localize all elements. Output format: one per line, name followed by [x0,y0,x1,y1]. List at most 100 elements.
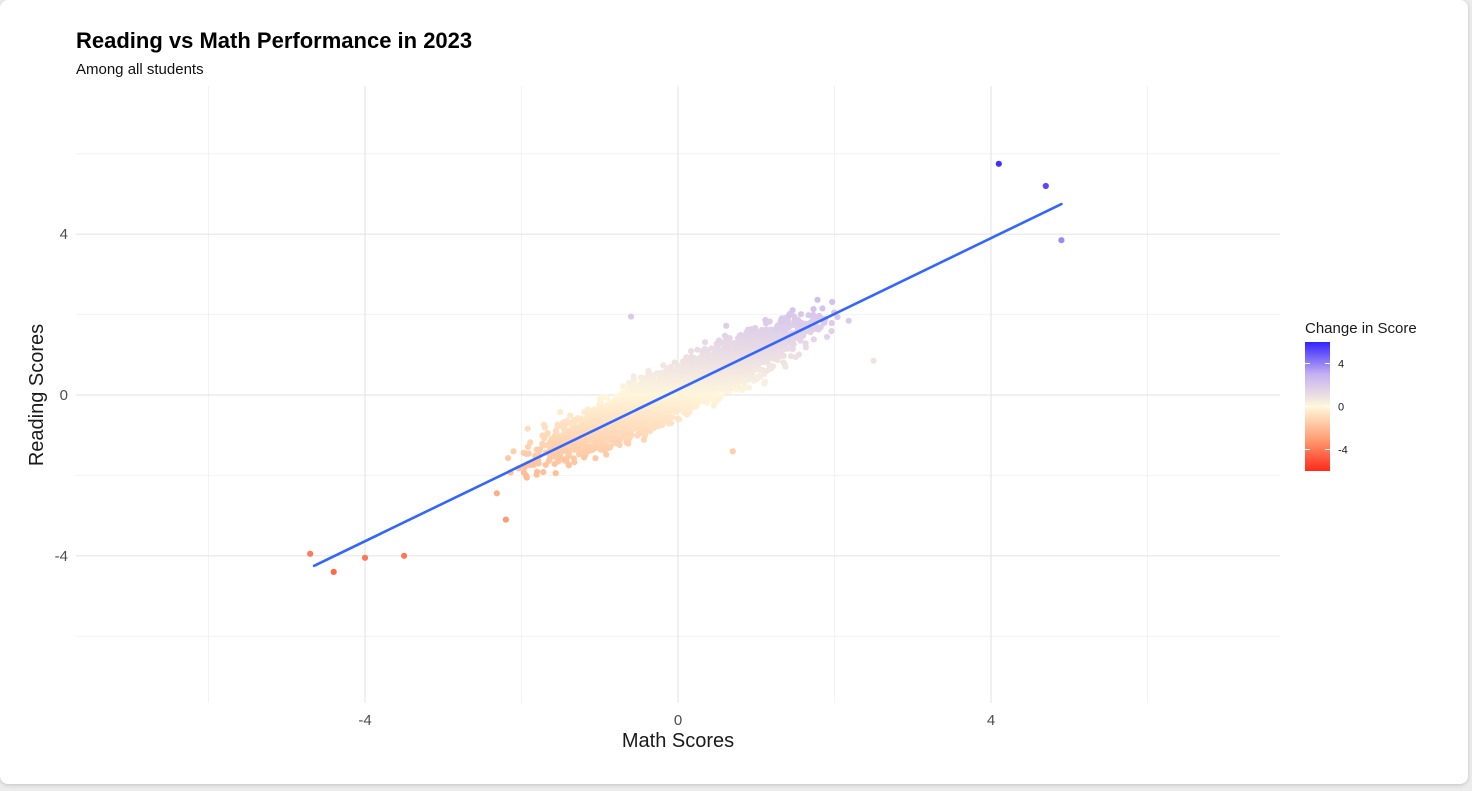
data-point [505,455,512,462]
chart-subtitle: Among all students [76,61,204,78]
legend-tick-label: -4 [1338,445,1348,457]
data-point [631,381,638,388]
data-point [814,296,821,303]
data-point [637,374,645,381]
data-point [723,322,730,329]
data-point [523,474,530,481]
data-point [645,367,652,374]
data-point [557,409,564,416]
data-point [571,459,578,466]
chart-title: Reading vs Math Performance in 2023 [76,28,473,53]
data-point [740,385,748,392]
data-point [616,441,623,449]
y-tick-label: -4 [55,548,68,565]
data-point [541,435,548,442]
data-point [627,313,635,320]
data-point [673,409,680,416]
data-point [710,402,717,409]
x-tick-label: 4 [987,712,995,729]
x-axis-title: Math Scores [622,730,734,752]
data-point [533,471,540,478]
data-point [307,550,314,557]
major-gridlines [76,86,1280,703]
data-point [746,384,753,391]
data-point [530,461,537,468]
data-point [525,443,532,450]
data-point [619,383,627,390]
y-tick-label: 0 [60,387,68,404]
data-point [694,346,701,353]
data-point [995,160,1002,167]
data-point [630,373,637,380]
data-point [581,454,588,461]
data-point [870,357,877,364]
data-point [524,425,531,432]
data-point [701,339,709,346]
data-point [768,326,775,333]
data-point [762,316,769,323]
data-point [603,394,610,401]
data-point [789,307,796,314]
data-point [797,311,805,318]
data-point [502,516,509,523]
data-point [819,305,826,312]
data-point [688,353,695,360]
data-point [787,353,795,360]
data-point [493,490,500,497]
data-point [810,311,817,318]
data-point [671,359,678,366]
data-point [626,379,633,387]
data-point [666,420,673,427]
x-tick-labels: -4 0 4 [358,712,995,729]
data-point [816,312,823,319]
data-point [729,448,736,455]
data-point [361,554,369,561]
data-point [810,306,817,313]
data-point [752,325,759,332]
data-point [688,348,695,355]
data-point [540,469,547,476]
data-point [737,332,744,339]
data-point [713,397,720,404]
trend-line [312,202,1063,568]
data-point [551,460,558,467]
y-axis-title: Reading Scores [26,324,48,466]
data-point [330,568,337,576]
data-point [1042,182,1049,190]
data-point [592,455,599,462]
y-tick-label: 4 [60,226,68,243]
data-point [828,319,835,327]
data-point [625,440,632,447]
data-point [603,451,610,458]
data-point [810,336,817,343]
y-tick-labels: -4 0 4 [55,226,68,565]
data-point [523,450,530,457]
data-point [701,345,708,352]
legend-title: Change in Score [1305,320,1417,337]
data-point [829,298,836,306]
data-point [715,337,723,344]
data-point [542,461,549,468]
data-point [828,328,835,335]
data-point [510,448,517,455]
data-point [541,424,549,431]
data-point [634,432,641,439]
data-point [780,359,787,366]
data-point [1058,237,1065,244]
x-tick-label: -4 [358,712,371,729]
data-point [401,552,408,559]
data-point [640,436,648,443]
data-point [795,351,803,358]
data-point [660,362,667,369]
data-point [845,317,852,324]
data-point [683,411,691,418]
x-tick-label: 0 [674,712,682,729]
data-point [755,372,763,380]
legend-tick-label: 0 [1338,402,1344,414]
data-point [762,378,769,385]
data-point [703,399,711,406]
data-point [823,333,831,340]
data-point [552,470,559,477]
